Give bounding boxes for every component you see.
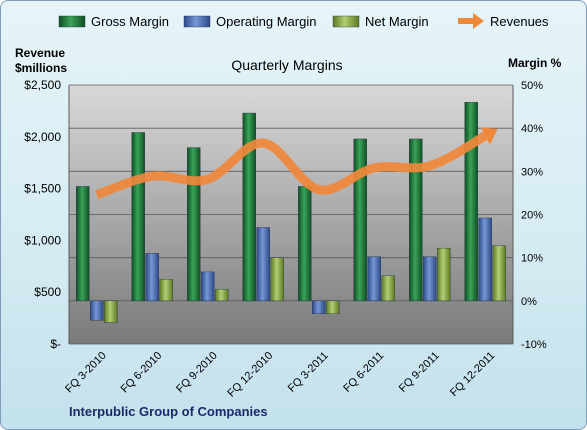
left-axis-title-line2: $millions	[15, 61, 67, 75]
operating-margin-bar	[423, 256, 437, 302]
gross-margin-bar	[464, 102, 478, 302]
legend-swatch	[183, 15, 211, 28]
right-tick-label: 40%	[521, 123, 543, 135]
category-label: FQ 3-2010	[63, 350, 109, 396]
net-margin-bar	[381, 275, 395, 302]
legend-arrow	[473, 13, 484, 29]
gross-margin-bar	[353, 138, 367, 302]
net-margin-bar	[437, 247, 451, 302]
left-axis-title-line1: Revenue	[15, 46, 65, 60]
net-margin-bar	[492, 245, 506, 302]
operating-margin-bar	[478, 217, 492, 302]
operating-margin-bar	[256, 227, 270, 302]
right-tick-label: 50%	[521, 80, 543, 92]
operating-margin-bar	[90, 300, 104, 321]
revenues-arrowhead	[480, 126, 498, 145]
operating-margin-bar	[367, 256, 381, 302]
left-tick-label: $2,000	[24, 130, 61, 144]
right-tick-label: 30%	[521, 166, 543, 178]
category-label: FQ 6-2010	[119, 350, 165, 396]
legend-swatch	[332, 15, 360, 28]
gross-margin-bar	[76, 186, 90, 302]
category-label: FQ 12-2010	[225, 350, 275, 400]
net-margin-bar	[215, 288, 229, 302]
category-label: FQ 3-2011	[286, 350, 331, 395]
legend-label: Revenues	[490, 14, 549, 29]
left-tick-label: $500	[34, 285, 61, 299]
company-name: Interpublic Group of Companies	[69, 404, 268, 419]
quarterly-margins-chart: Gross Margin Operating Margin Net Margin Re…	[15, 13, 562, 400]
category-label: FQ 12-2011	[448, 350, 497, 399]
gross-margin-bar	[242, 112, 256, 302]
plot-area: -10% 0% 10% 20% 30% 40% 50% $- $500 $1,000 $1,500 $…	[24, 78, 547, 400]
legend: Gross Margin Operating Margin Net Margin Re…	[58, 13, 549, 29]
category-label: FQ 6-2011	[341, 350, 386, 395]
chart-title: Quarterly Margins	[231, 57, 342, 73]
legend-label: Gross Margin	[91, 14, 169, 29]
category-label: FQ 9-2010	[174, 350, 220, 396]
revenues-line	[95, 131, 488, 200]
legend-swatch	[58, 15, 86, 28]
legend-label: Operating Margin	[216, 14, 316, 29]
right-tick-label: 20%	[521, 210, 543, 222]
right-tick-label: -10%	[521, 339, 547, 351]
right-axis-title: Margin %	[508, 56, 562, 70]
legend-label: Net Margin	[365, 14, 429, 29]
operating-margin-bar	[145, 253, 159, 302]
operating-margin-bar	[201, 271, 215, 302]
left-tick-label: $2,500	[24, 78, 61, 92]
net-margin-bar	[159, 279, 173, 302]
left-tick-label: $-	[50, 337, 61, 351]
right-tick-label: 10%	[521, 253, 543, 265]
gross-margin-bar	[298, 186, 312, 302]
gross-margin-bar	[187, 147, 201, 302]
left-tick-label: $1,500	[24, 182, 61, 196]
gross-margin-bar	[409, 138, 423, 302]
category-label: FQ 9-2011	[397, 350, 442, 395]
operating-margin-bar	[312, 300, 326, 314]
right-tick-label: 0%	[521, 296, 537, 308]
net-margin-bar	[104, 300, 118, 323]
net-margin-bar	[270, 257, 284, 302]
gross-margin-bar	[131, 132, 145, 302]
left-tick-label: $1,000	[24, 233, 61, 247]
net-margin-bar	[326, 300, 340, 314]
